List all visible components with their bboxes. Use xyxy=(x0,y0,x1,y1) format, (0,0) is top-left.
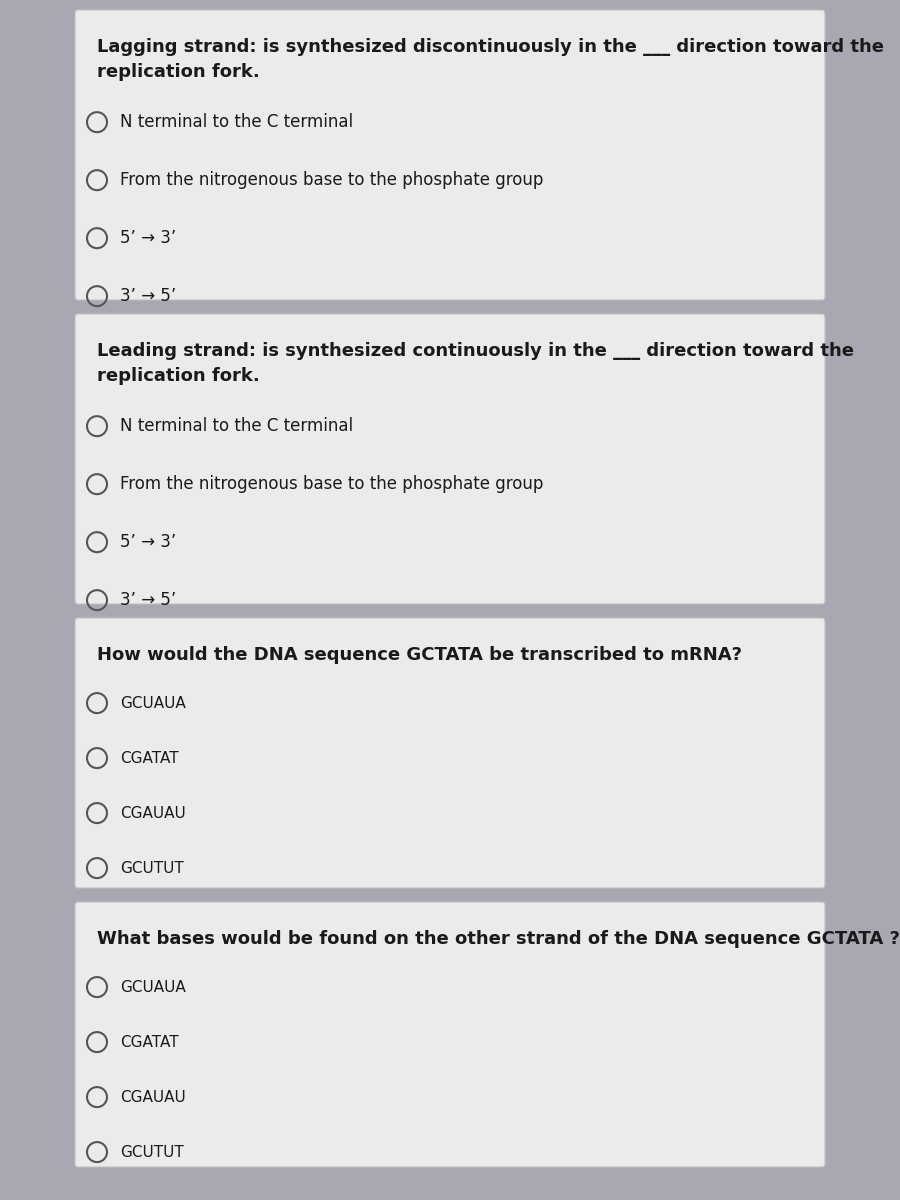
Text: N terminal to the C terminal: N terminal to the C terminal xyxy=(120,113,353,131)
Text: 5’ → 3’: 5’ → 3’ xyxy=(120,533,176,551)
Text: How would the DNA sequence GCTATA be transcribed to mRNA?: How would the DNA sequence GCTATA be tra… xyxy=(97,646,742,664)
FancyBboxPatch shape xyxy=(75,10,825,300)
Text: GCUAUA: GCUAUA xyxy=(120,696,185,710)
Text: GCUTUT: GCUTUT xyxy=(120,1145,184,1159)
Text: 3’ → 5’: 3’ → 5’ xyxy=(120,592,176,610)
Text: N terminal to the C terminal: N terminal to the C terminal xyxy=(120,418,353,436)
Text: GCUAUA: GCUAUA xyxy=(120,979,185,995)
FancyBboxPatch shape xyxy=(75,618,825,888)
Text: CGAUAU: CGAUAU xyxy=(120,1090,185,1104)
FancyBboxPatch shape xyxy=(75,314,825,604)
Text: CGAUAU: CGAUAU xyxy=(120,805,185,821)
Text: From the nitrogenous base to the phosphate group: From the nitrogenous base to the phospha… xyxy=(120,172,544,190)
Text: 5’ → 3’: 5’ → 3’ xyxy=(120,229,176,247)
Text: From the nitrogenous base to the phosphate group: From the nitrogenous base to the phospha… xyxy=(120,475,544,493)
Text: Lagging strand: is synthesized discontinuously in the ___ direction toward the
r: Lagging strand: is synthesized discontin… xyxy=(97,38,884,80)
FancyBboxPatch shape xyxy=(75,902,825,1166)
Text: What bases would be found on the other strand of the DNA sequence GCTATA ?: What bases would be found on the other s… xyxy=(97,930,900,948)
Text: CGATAT: CGATAT xyxy=(120,1034,178,1050)
Text: CGATAT: CGATAT xyxy=(120,750,178,766)
Text: GCUTUT: GCUTUT xyxy=(120,860,184,876)
Text: 3’ → 5’: 3’ → 5’ xyxy=(120,287,176,305)
Text: Leading strand: is synthesized continuously in the ___ direction toward the
repl: Leading strand: is synthesized continuou… xyxy=(97,342,854,385)
